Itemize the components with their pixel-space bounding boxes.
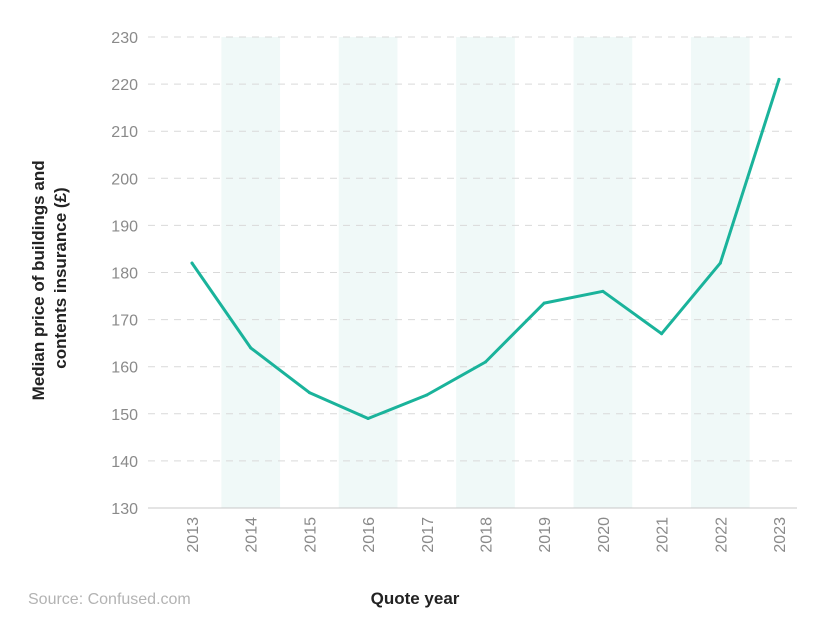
- x-tick-label-2014: 2014: [244, 517, 261, 553]
- data-point-2016: [366, 417, 370, 421]
- data-point-2019: [542, 301, 546, 305]
- y-tick-label-210: 210: [111, 124, 138, 141]
- x-tick-label-2020: 2020: [596, 517, 613, 553]
- x-tick-label-2015: 2015: [302, 517, 319, 553]
- y-tick-label-160: 160: [111, 360, 138, 377]
- data-point-2014: [249, 346, 253, 350]
- x-tick-label-2013: 2013: [185, 517, 202, 553]
- y-tick-label-150: 150: [111, 407, 138, 424]
- data-point-2022: [718, 261, 722, 265]
- y-axis-title-line-2: contents insurance (£): [51, 187, 70, 368]
- gridlines: [148, 36, 797, 462]
- y-tick-label-130: 130: [111, 501, 138, 518]
- y-tick-label-230: 230: [111, 30, 138, 47]
- y-tick-label-190: 190: [111, 218, 138, 235]
- data-point-2017: [425, 393, 429, 397]
- x-axis-title: Quote year: [371, 589, 460, 608]
- data-point-2023: [777, 77, 781, 81]
- y-tick-label-140: 140: [111, 454, 138, 471]
- y-tick-label-170: 170: [111, 313, 138, 330]
- x-axis-ticks: 2013 2014 2015 2016 2017 2018 2019 2020 2021 2022…: [185, 517, 789, 553]
- x-tick-label-2018: 2018: [479, 517, 496, 553]
- series-group: [190, 77, 781, 421]
- y-axis-title: Median price of buildings and contents i…: [29, 156, 70, 401]
- data-point-2020: [601, 289, 605, 293]
- x-tick-label-2017: 2017: [420, 517, 437, 553]
- y-axis-ticks: 130 140 150 160 170 180 190 200 210 220 230: [111, 30, 138, 518]
- x-tick-label-2016: 2016: [361, 517, 378, 553]
- x-tick-label-2022: 2022: [713, 517, 730, 553]
- y-axis-title-line-1: Median price of buildings and: [29, 160, 48, 400]
- y-tick-label-180: 180: [111, 266, 138, 283]
- data-point-2015: [307, 391, 311, 395]
- x-tick-label-2021: 2021: [655, 517, 672, 553]
- source-note: Source: Confused.com: [28, 591, 191, 608]
- y-tick-label-220: 220: [111, 77, 138, 94]
- x-tick-label-2023: 2023: [772, 517, 789, 553]
- data-point-2013: [190, 261, 194, 265]
- x-tick-label-2019: 2019: [537, 517, 554, 553]
- y-tick-label-200: 200: [111, 171, 138, 188]
- data-point-2018: [484, 360, 487, 364]
- data-point-2021: [660, 332, 664, 336]
